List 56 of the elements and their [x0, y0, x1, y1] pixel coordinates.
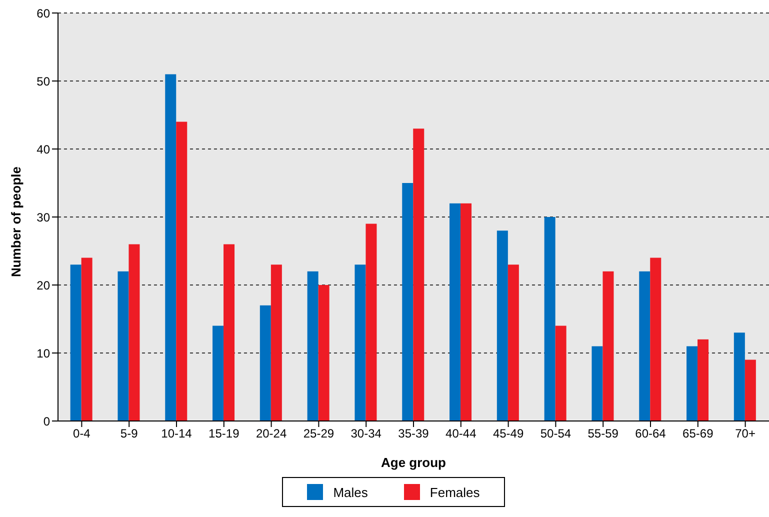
x-tick-label: 50-54 [540, 426, 572, 441]
bar [165, 74, 176, 421]
bar [318, 285, 330, 421]
legend-label: Males [332, 484, 368, 500]
bar [698, 339, 709, 421]
bar [212, 326, 224, 421]
bar [270, 264, 282, 421]
bar [496, 230, 508, 421]
x-tick-label: 0-4 [73, 426, 91, 441]
bar [118, 271, 129, 421]
y-tick-label: 10 [36, 346, 50, 360]
bar [592, 346, 603, 421]
bar [260, 305, 271, 421]
bar [450, 203, 461, 421]
bar [307, 271, 318, 421]
y-axis-title: Number of people [8, 166, 24, 277]
legend-label: Females [428, 484, 480, 500]
x-tick-label: 5-9 [120, 426, 138, 441]
bar [413, 128, 424, 421]
x-tick-label: 45-49 [492, 426, 524, 441]
y-tick-label: 20 [36, 278, 50, 292]
bar [81, 258, 92, 421]
bar [128, 244, 140, 421]
bar [366, 224, 377, 421]
x-tick-label: 15-19 [208, 426, 240, 441]
x-tick-label: 70+ [735, 426, 756, 441]
y-tick-label: 0 [43, 414, 50, 428]
x-tick-label: 40-44 [446, 426, 477, 441]
x-tick-label: 35-39 [398, 426, 430, 441]
x-tick-label: 60-64 [635, 426, 666, 441]
y-tick-label: 60 [36, 6, 50, 20]
bar [650, 258, 662, 421]
bar [70, 264, 82, 421]
bar [744, 360, 756, 421]
bar [460, 203, 472, 421]
x-tick-label: 25-29 [303, 426, 334, 441]
x-tick-label: 20-24 [256, 426, 287, 441]
x-axis-title: Age group [381, 455, 446, 470]
bar [224, 244, 235, 421]
bar [602, 271, 614, 421]
y-tick-label: 50 [36, 74, 50, 88]
bar [639, 271, 650, 421]
bar [555, 326, 566, 421]
bar [508, 264, 519, 421]
bar [354, 264, 366, 421]
x-tick-label: 30-34 [350, 426, 382, 441]
bar [176, 122, 188, 421]
bar [544, 217, 556, 421]
x-tick-label: 10-14 [161, 426, 192, 441]
y-tick-label: 30 [36, 210, 50, 224]
x-tick-label: 65-69 [682, 426, 714, 441]
x-tick-label: 55-59 [588, 426, 619, 441]
y-tick-label: 40 [36, 142, 50, 156]
bar [734, 332, 745, 421]
bar [402, 183, 414, 421]
bar [686, 346, 698, 421]
